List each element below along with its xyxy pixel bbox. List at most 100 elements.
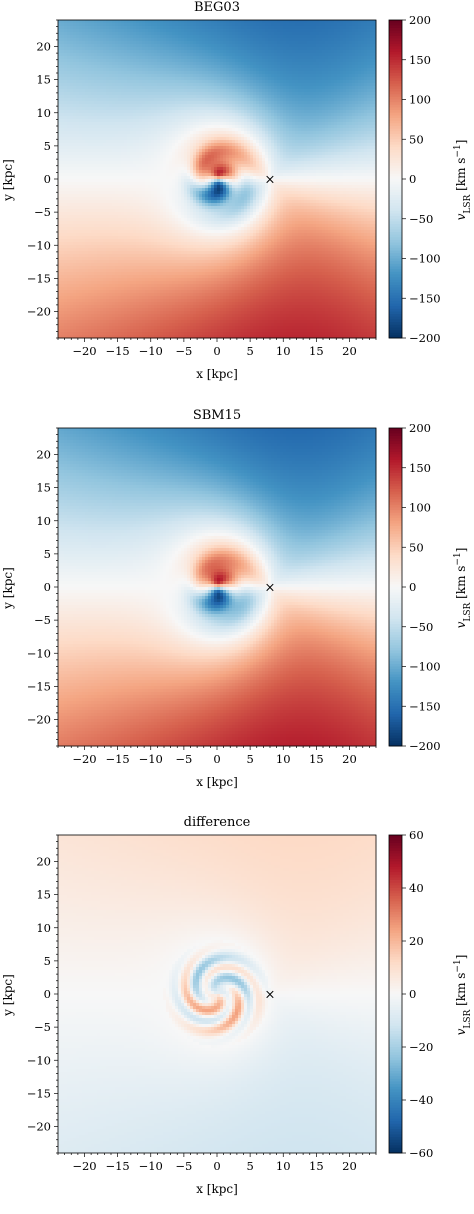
heatmap-cell — [319, 95, 323, 99]
heatmap-cell — [166, 92, 170, 96]
heatmap-cell — [205, 29, 209, 33]
heatmap-cell — [346, 149, 350, 153]
heatmap-cell — [148, 134, 152, 138]
heatmap-cell — [244, 104, 248, 108]
heatmap-cell — [151, 92, 155, 96]
heatmap-cell — [220, 80, 224, 84]
heatmap-cell — [286, 41, 290, 45]
heatmap-cell — [208, 158, 212, 162]
heatmap-cell — [73, 20, 77, 24]
heatmap-cell — [202, 32, 206, 36]
heatmap-cell — [70, 158, 74, 162]
heatmap-cell — [328, 23, 332, 27]
heatmap-cell — [340, 122, 344, 126]
heatmap-cell — [163, 101, 167, 105]
heatmap-cell — [286, 53, 290, 57]
heatmap-cell — [304, 59, 308, 63]
heatmap-cell — [370, 149, 374, 153]
heatmap-cell — [289, 95, 293, 99]
heatmap-cell — [157, 71, 161, 75]
heatmap-cell — [229, 83, 233, 87]
heatmap-cell — [106, 104, 110, 108]
heatmap-cell — [352, 59, 356, 63]
heatmap-cell — [304, 146, 308, 150]
heatmap-cell — [94, 86, 98, 90]
heatmap-cell — [100, 116, 104, 120]
heatmap-cell — [223, 20, 227, 24]
heatmap-cell — [370, 116, 374, 120]
heatmap-cell — [157, 143, 161, 147]
heatmap-cell — [163, 95, 167, 99]
heatmap-cell — [316, 53, 320, 57]
heatmap-cell — [244, 20, 248, 24]
heatmap-cell — [319, 110, 323, 114]
panel-beg03: BEG03 × −20 −15 −10 −5 0 5 10 15 20 −20 −15 −10 −5 0… — [0, 0, 474, 399]
heatmap-cell — [181, 50, 185, 54]
heatmap-cell — [301, 65, 305, 69]
heatmap-cell — [331, 95, 335, 99]
heatmap-cell — [244, 92, 248, 96]
heatmap-cell — [67, 146, 71, 150]
heatmap-cell — [157, 35, 161, 39]
heatmap-cell — [316, 116, 320, 120]
heatmap-cell — [211, 38, 215, 42]
heatmap-cell — [94, 107, 98, 111]
heatmap-cell — [85, 98, 89, 102]
heatmap-cell — [355, 137, 359, 141]
heatmap-cell — [157, 32, 161, 36]
heatmap-cell — [271, 116, 275, 120]
heatmap-cell — [103, 59, 107, 63]
heatmap-cell — [199, 59, 203, 63]
heatmap-cell — [157, 122, 161, 126]
heatmap-cell — [124, 125, 128, 129]
heatmap-cell — [265, 119, 269, 123]
heatmap-cell — [124, 20, 128, 24]
heatmap-cell — [97, 53, 101, 57]
heatmap-cell — [67, 35, 71, 39]
heatmap-cell — [109, 137, 113, 141]
heatmap-cell — [97, 41, 101, 45]
heatmap-cell — [331, 77, 335, 81]
heatmap-cell — [352, 47, 356, 51]
heatmap-cell — [367, 140, 371, 144]
heatmap-cell — [337, 80, 341, 84]
heatmap-cell — [58, 161, 62, 165]
heatmap-cell — [295, 146, 299, 150]
heatmap-cell — [226, 56, 230, 60]
heatmap-cell — [235, 122, 239, 126]
heatmap-cell — [85, 50, 89, 54]
heatmap-cell — [160, 80, 164, 84]
heatmap-cell — [352, 152, 356, 156]
heatmap-cell — [64, 152, 68, 156]
heatmap-cell — [64, 44, 68, 48]
heatmap-cell — [343, 140, 347, 144]
heatmap-cell — [334, 68, 338, 72]
heatmap-cell — [100, 20, 104, 24]
heatmap-cell — [358, 77, 362, 81]
heatmap-cell — [232, 155, 236, 159]
heatmap-cell — [262, 143, 266, 147]
heatmap-cell — [304, 113, 308, 117]
heatmap-cell — [247, 158, 251, 162]
heatmap-cell — [343, 32, 347, 36]
heatmap-cell — [118, 41, 122, 45]
heatmap-cell — [265, 101, 269, 105]
heatmap-cell — [361, 38, 365, 42]
heatmap-cell — [211, 143, 215, 147]
heatmap-cell — [211, 80, 215, 84]
heatmap-cell — [265, 152, 269, 156]
heatmap-cell — [259, 110, 263, 114]
heatmap-cell — [100, 143, 104, 147]
heatmap-cell — [76, 155, 80, 159]
heatmap-cell — [310, 134, 314, 138]
heatmap-cell — [175, 146, 179, 150]
heatmap-cell — [136, 98, 140, 102]
heatmap-cell — [232, 104, 236, 108]
heatmap-cell — [67, 113, 71, 117]
heatmap-cell — [73, 29, 77, 33]
heatmap-cell — [223, 32, 227, 36]
heatmap-cell — [166, 32, 170, 36]
heatmap-cell — [292, 149, 296, 153]
heatmap-cell — [64, 77, 68, 81]
heatmap-cell — [172, 80, 176, 84]
